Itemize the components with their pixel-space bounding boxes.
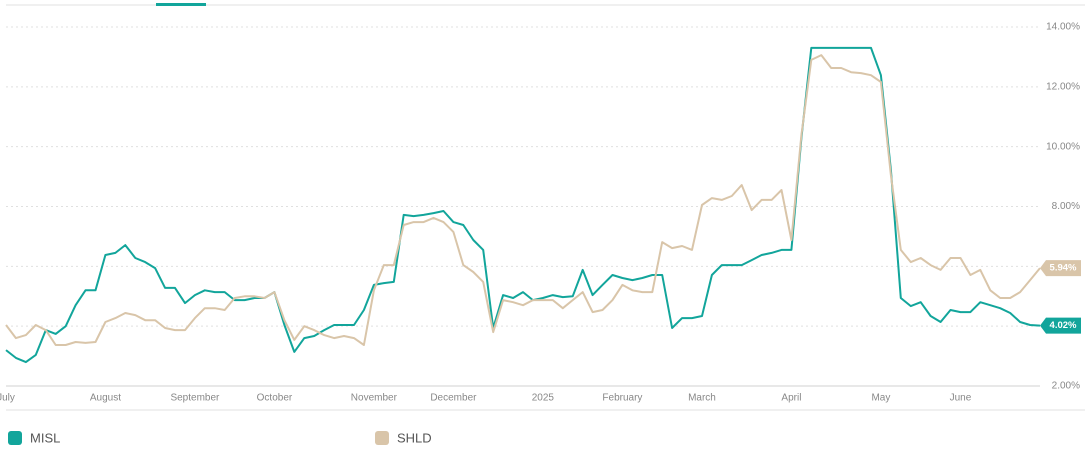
x-tick-label: February (602, 393, 642, 404)
end-label: 4.02% (1050, 320, 1077, 331)
legend-swatch (8, 431, 22, 445)
x-tick-label: August (90, 393, 121, 404)
x-tick-label: June (950, 393, 972, 404)
x-tick-label: July (0, 393, 15, 404)
x-tick-label: 2025 (532, 393, 555, 404)
x-tick-label: March (688, 393, 716, 404)
legend-item[interactable]: SHLD (375, 430, 432, 445)
end-label: 5.94% (1050, 263, 1077, 274)
legend-swatch (375, 431, 389, 445)
x-tick-label: September (170, 393, 220, 404)
legend: MISL SHLD (8, 430, 432, 445)
y-tick-label: 10.00% (1046, 141, 1080, 152)
x-tick-label: April (781, 393, 801, 404)
legend-label: SHLD (397, 430, 432, 445)
line (5, 46, 1041, 364)
legend-label: MISL (30, 430, 60, 445)
legend-item[interactable]: MISL (8, 430, 60, 445)
y-tick-label: 12.00% (1046, 81, 1080, 92)
active-tab (156, 3, 206, 6)
y-tick-label: 14.00% (1046, 22, 1080, 33)
end-label-tag (1040, 260, 1081, 277)
x-tick-label: October (257, 393, 293, 404)
y-tick-label: 2.00% (1052, 381, 1080, 392)
end-label-tag (1040, 317, 1081, 334)
x-tick-label: December (430, 393, 477, 404)
y-tick-label: 8.00% (1052, 201, 1080, 212)
x-tick-label: May (871, 393, 890, 404)
x-tick-label: November (351, 393, 398, 404)
line (5, 54, 1041, 346)
